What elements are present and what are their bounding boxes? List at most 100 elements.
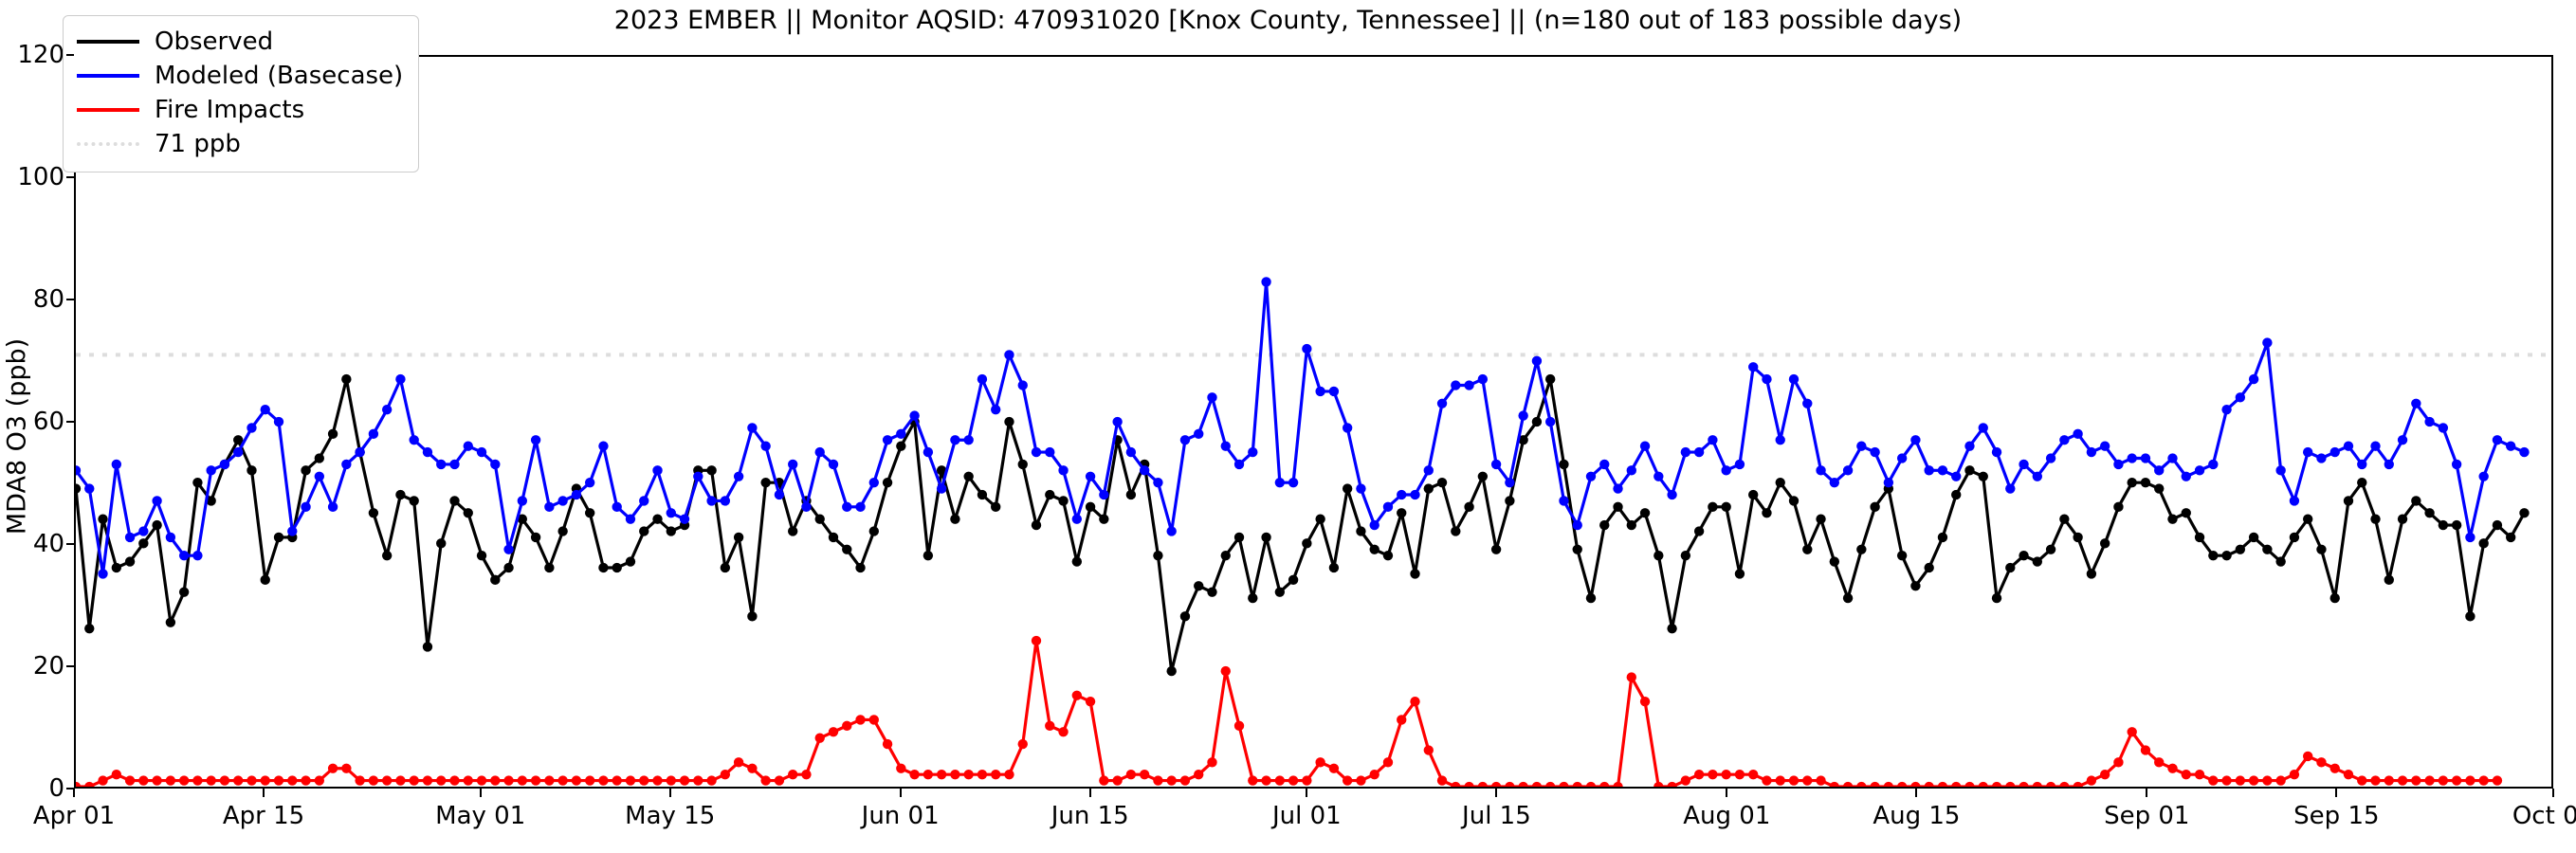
data-point [152, 519, 162, 531]
data-point [706, 465, 717, 476]
data-point [327, 763, 338, 773]
legend-item-modeled[interactable]: Modeled (Basecase) [77, 59, 403, 93]
data-point [2059, 435, 2070, 445]
data-point [2248, 532, 2259, 543]
y-tick-mark [66, 421, 74, 423]
data-point [1099, 775, 1109, 786]
data-point [2045, 453, 2056, 463]
data-point [1613, 483, 1623, 494]
data-point [1166, 775, 1177, 786]
legend-item-fire-impacts[interactable]: Fire Impacts [77, 93, 403, 127]
data-point [2059, 781, 2070, 787]
data-point [787, 526, 798, 536]
data-point [273, 775, 284, 786]
data-point [165, 775, 176, 786]
data-point [124, 556, 136, 567]
data-point [1451, 781, 1461, 787]
data-point [1423, 465, 1434, 476]
x-tick-mark [1915, 789, 1918, 797]
data-point [463, 508, 473, 518]
data-point [165, 617, 176, 627]
data-point [991, 769, 1001, 780]
x-tick-label: Jun 15 [1050, 802, 1129, 830]
data-point [1762, 373, 1772, 385]
data-point [977, 769, 988, 780]
data-point [963, 471, 974, 481]
data-point [2235, 544, 2246, 554]
x-tick-label: Oct 01 [2512, 802, 2576, 830]
data-point [1653, 781, 1664, 787]
data-point [2181, 508, 2191, 518]
data-point [2451, 519, 2462, 531]
x-tick-label: Sep 01 [2104, 802, 2190, 830]
data-point [1194, 769, 1204, 780]
data-point [842, 544, 852, 554]
data-point [1410, 696, 1420, 707]
y-tick-label: 60 [32, 408, 64, 436]
data-point [1964, 465, 1975, 476]
data-point [1978, 423, 1988, 433]
data-point [828, 727, 839, 737]
data-point [1369, 544, 1379, 554]
legend-item-threshold[interactable]: 71 ppb [77, 127, 403, 161]
data-point [1071, 690, 1083, 700]
data-point [1233, 720, 1245, 732]
data-point [1870, 501, 1880, 513]
data-point [1099, 514, 1109, 524]
data-point [1166, 526, 1177, 536]
data-point [233, 446, 244, 458]
data-point [747, 611, 758, 622]
data-point [1477, 471, 1489, 481]
data-point [2181, 769, 2191, 780]
legend-item-observed[interactable]: Observed [77, 25, 403, 59]
data-point [98, 569, 108, 579]
data-point [1951, 471, 1962, 481]
data-point [950, 435, 960, 445]
x-tick-label: Aug 15 [1873, 802, 1961, 830]
data-point [1302, 775, 1312, 786]
data-point [2073, 532, 2083, 543]
legend-label-modeled: Modeled (Basecase) [155, 62, 404, 90]
data-point [2343, 769, 2354, 780]
data-point [1693, 526, 1705, 536]
data-point [1058, 465, 1069, 476]
x-tick-label: Apr 01 [32, 802, 116, 830]
data-point [503, 544, 514, 554]
data-point [1490, 781, 1502, 787]
data-point [2438, 423, 2449, 433]
data-point [314, 775, 325, 786]
data-point [2167, 763, 2178, 773]
data-point [2005, 562, 2016, 573]
data-point [1802, 775, 1813, 786]
data-point [2208, 775, 2219, 786]
y-tick-mark [66, 543, 74, 545]
data-point [1748, 362, 1759, 372]
data-point [301, 775, 311, 786]
data-point [422, 642, 433, 652]
data-point [260, 404, 270, 415]
data-point [1153, 477, 1163, 488]
data-point [2465, 532, 2476, 543]
y-tick-mark [66, 665, 74, 667]
data-point [1924, 465, 1934, 476]
data-point [828, 532, 839, 543]
data-point [84, 483, 95, 494]
data-point [760, 775, 771, 786]
data-point [693, 471, 703, 481]
data-point [1139, 769, 1150, 780]
data-point [1762, 775, 1772, 786]
data-point [287, 526, 298, 536]
data-point [1207, 392, 1217, 403]
data-point [747, 423, 758, 433]
data-point [882, 435, 893, 445]
data-point [233, 435, 244, 445]
data-point [1531, 355, 1543, 367]
data-point [1518, 781, 1528, 787]
y-tick-mark [66, 176, 74, 178]
x-tick-mark [899, 789, 902, 797]
data-point [1883, 781, 1894, 787]
data-point [733, 757, 744, 768]
data-point [1991, 446, 2002, 458]
data-point [1856, 544, 1867, 554]
data-point [2438, 775, 2449, 786]
